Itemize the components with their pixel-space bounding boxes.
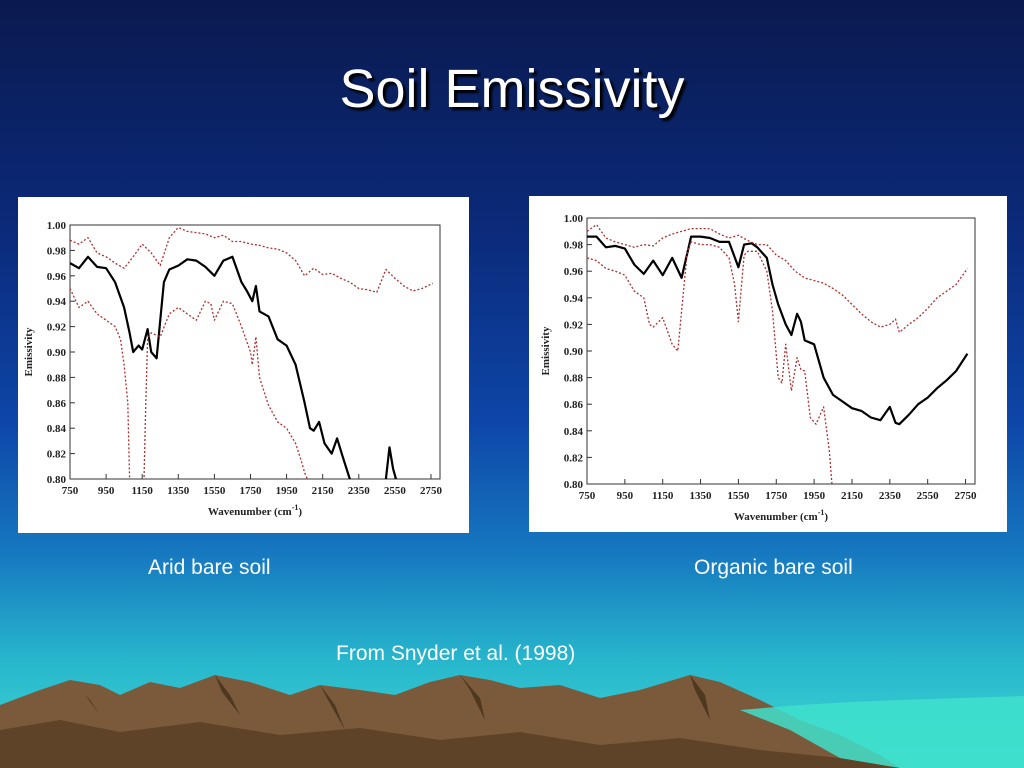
x-axis-label: Wavenumber (cm-1): [734, 508, 829, 523]
x-axis-label: Wavenumber (cm-1): [208, 503, 303, 518]
mountain-range-illustration: [0, 675, 1024, 768]
x-tick-label: 1750: [765, 490, 788, 502]
y-tick-label: 0.90: [47, 347, 67, 359]
y-tick-label: 0.84: [47, 423, 67, 435]
series-line-bound-2: [70, 288, 309, 479]
y-tick-label: 1.00: [47, 220, 67, 232]
chart-arid-bare-soil: 0.80 0.82 0.84 0.86 0.88 0.90 0.92 0.94 0.96 0.98…: [23, 220, 443, 518]
y-tick-label: 0.92: [564, 319, 584, 331]
x-tick-label: 2150: [841, 490, 864, 502]
x-tick-label: 2350: [348, 485, 371, 497]
y-tick-label: 0.88: [564, 373, 584, 385]
caption-arid: Arid bare soil: [148, 556, 271, 579]
series-line-mean: [587, 235, 969, 426]
x-tick-label: 1150: [652, 490, 674, 502]
y-tick-label: 0.80: [47, 474, 67, 486]
y-tick-label: 0.94: [564, 293, 584, 305]
slide-title: Soil Emissivity: [339, 59, 685, 119]
plot-frame: [69, 224, 441, 480]
series-line-bound-2: [587, 241, 833, 484]
x-tick-label: 1750: [239, 485, 261, 497]
x-tick-label: 2550: [917, 490, 940, 502]
x-tick-label: 2350: [879, 490, 902, 502]
plot-frame: [586, 217, 976, 485]
x-tick-label: 750: [579, 490, 596, 502]
y-tick-label: 0.86: [47, 398, 67, 410]
y-tick-label: 0.88: [47, 372, 67, 384]
y-axis-label: Emissivity: [540, 326, 552, 375]
x-tick-label: 750: [62, 485, 79, 497]
y-tick-label: 0.86: [564, 399, 584, 411]
caption-organic: Organic bare soil: [694, 556, 853, 579]
y-tick-label: 0.96: [564, 266, 584, 278]
chart-organic-bare-soil: 0.80 0.82 0.84 0.86 0.88 0.90 0.92 0.94 0.96 0.98…: [540, 213, 978, 523]
x-tick-label: 1950: [276, 485, 299, 497]
series-line-bound-1: [70, 226, 434, 293]
y-tick-label: 0.94: [47, 296, 67, 308]
x-tick-label: 1350: [690, 490, 713, 502]
y-tick-label: 0.84: [564, 426, 584, 438]
x-tick-label: 1550: [727, 490, 750, 502]
x-tick-label: 950: [617, 490, 634, 502]
y-tick-label: 0.82: [564, 452, 584, 464]
x-tick-label: 2750: [420, 485, 443, 497]
y-tick-label: 0.90: [564, 346, 584, 358]
y-tick-label: 0.98: [564, 240, 584, 252]
x-tick-label: 1150: [131, 485, 153, 497]
x-tick-label: 1950: [803, 490, 826, 502]
x-tick-label: 950: [98, 485, 115, 497]
y-tick-label: 0.98: [47, 245, 67, 257]
y-tick-label: 0.82: [47, 449, 67, 461]
x-tick-label: 1550: [203, 485, 226, 497]
y-tick-label: 0.92: [47, 322, 67, 334]
chart-panel-organic: 0.80 0.82 0.84 0.86 0.88 0.90 0.92 0.94 0.96 0.98…: [529, 196, 1007, 532]
y-axis-label: Emissivity: [23, 327, 35, 376]
source-citation: From Snyder et al. (1998): [336, 642, 576, 665]
y-tick-label: 0.80: [564, 479, 584, 491]
series-line-bound-1: [587, 224, 968, 334]
x-tick-label: 1350: [167, 485, 190, 497]
series-line-mean: [70, 255, 398, 479]
y-tick-label: 1.00: [564, 213, 584, 225]
x-tick-label: 2150: [312, 485, 335, 497]
chart-panel-arid: 0.80 0.82 0.84 0.86 0.88 0.90 0.92 0.94 0.96 0.98…: [18, 197, 469, 533]
x-tick-label: 2550: [384, 485, 407, 497]
x-tick-label: 2750: [955, 490, 978, 502]
y-tick-label: 0.96: [47, 271, 67, 283]
